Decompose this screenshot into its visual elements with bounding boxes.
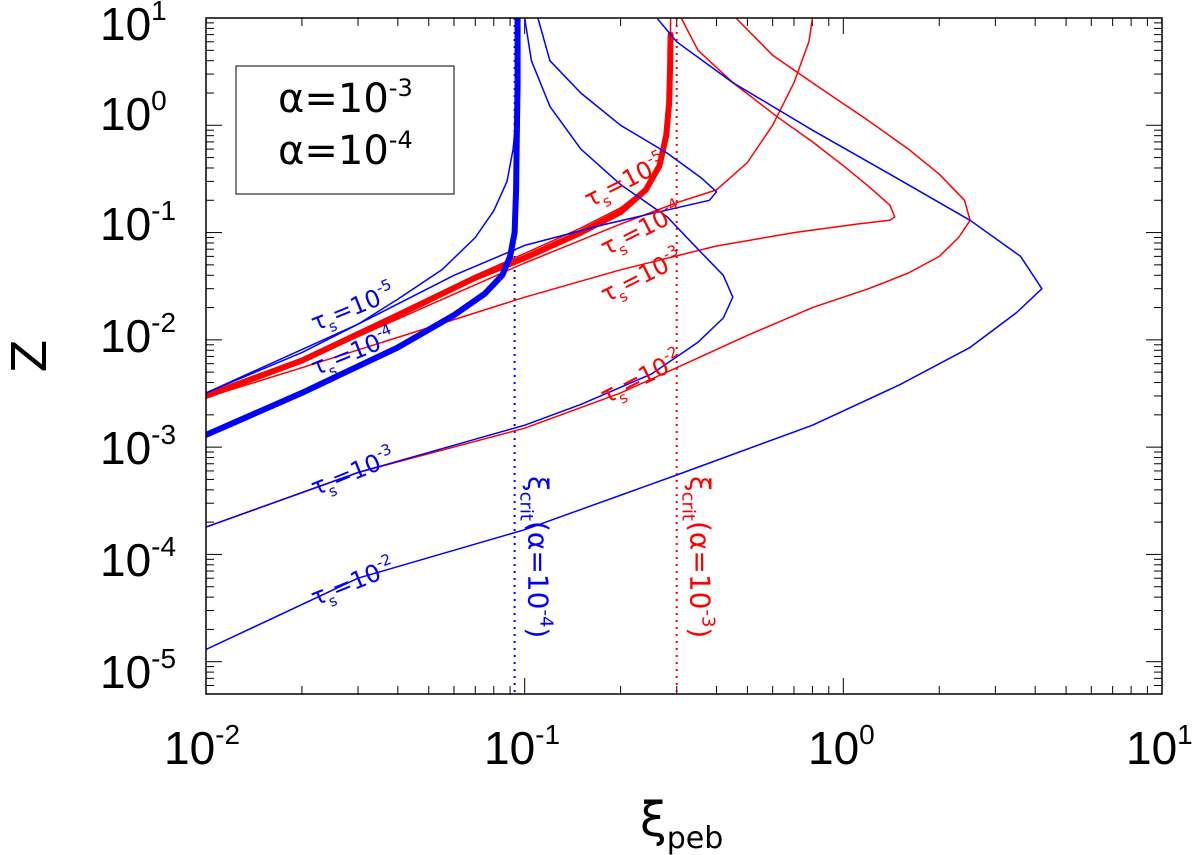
curve-annotations: τs=10-5τs=10-4τs=10-3τs=10-2τs=10-5τs=10…	[306, 146, 690, 616]
x-tick-label-0-base: 10	[164, 722, 215, 774]
legend-box	[235, 65, 455, 195]
x-tick-label-1-base: 10	[484, 722, 535, 774]
x-tick-label-3-base: 10	[1126, 722, 1177, 774]
y-tick-label-3-exp: -2	[151, 307, 176, 338]
critical-label-0-mid: (α=10	[522, 521, 555, 609]
y-tick-label-0: 10-5	[100, 643, 176, 698]
annotation-1-exp: -4	[660, 194, 682, 217]
x-tick-label-2: 100	[808, 719, 875, 774]
x-tick-label-3-exp: 1	[1177, 719, 1193, 750]
x-tick-label-0-exp: -2	[215, 719, 240, 750]
critical-label-0-base: ξ	[522, 476, 555, 492]
y-axis-title: Z	[2, 340, 58, 373]
y-tick-label-1-exp: -4	[151, 531, 176, 562]
y-tick-label-6: 101	[100, 0, 167, 50]
critical-label-0-exp: -4	[536, 609, 557, 627]
series-alpha1e-3-taus1e-4	[206, 18, 814, 397]
x-tick-labels: 10-2 10-1 100 101	[164, 719, 1193, 774]
x-axis-title-sub: peb	[667, 821, 724, 855]
critical-label-0-sub: crit	[516, 492, 537, 521]
plot-frame	[205, 17, 1163, 695]
series-alpha1e-4-taus1e-2	[206, 18, 1043, 651]
x-tick-label-3: 101	[1126, 719, 1193, 774]
y-tick-label-4: 10-1	[100, 195, 176, 250]
y-tick-label-6-base: 10	[100, 0, 151, 50]
annotation-0-exp: -5	[643, 146, 665, 169]
critical-label-1: ξcrit(α=10-3)	[678, 476, 719, 638]
legend: α=10-3 α=10-4	[235, 65, 455, 195]
y-tick-label-1: 10-4	[100, 531, 176, 586]
annotation-4-exp: -5	[373, 275, 394, 297]
x-axis-title-base: ξ	[640, 792, 667, 848]
legend-entry-alpha-1e-3-exp: -3	[389, 74, 413, 102]
critical-label-1-end: )	[684, 627, 717, 638]
y-tick-label-1-base: 10	[100, 534, 151, 586]
critical-label-0-end: )	[522, 627, 555, 638]
y-tick-label-5-exp: 0	[151, 85, 167, 116]
y-tick-label-4-base: 10	[100, 198, 151, 250]
axis-ticks	[205, 18, 1162, 694]
y-tick-label-2-base: 10	[100, 422, 151, 474]
annotation-3: τs=10-2	[595, 342, 690, 414]
y-tick-label-4-exp: -1	[151, 195, 176, 226]
y-tick-label-3: 10-2	[100, 307, 176, 362]
critical-label-1-mid: (α=10	[684, 521, 717, 609]
y-tick-label-5-base: 10	[100, 88, 151, 140]
y-tick-label-2-exp: -3	[151, 419, 176, 450]
x-tick-label-2-exp: 0	[859, 719, 875, 750]
critical-label-1-sub: crit	[678, 492, 699, 521]
annotation-7: τs=10-2	[306, 550, 401, 616]
critical-label-1-exp: -3	[698, 609, 719, 627]
x-tick-label-1: 10-1	[484, 719, 560, 774]
x-tick-label-0: 10-2	[164, 719, 240, 774]
legend-entry-alpha-1e-4-exp: -4	[389, 126, 413, 154]
series-alpha1e-3-taus1e-3	[206, 18, 896, 399]
annotation-5-exp: -4	[373, 320, 394, 342]
y-tick-labels: 10-5 10-4 10-3 10-2 10-1 100 101	[100, 0, 176, 698]
legend-entry-alpha-1e-3-text: α=10	[278, 76, 389, 122]
x-tick-label-1-exp: -1	[535, 719, 560, 750]
series-alpha1e-3-taus1e-2	[206, 18, 971, 528]
critical-labels: ξcrit(α=10-4)ξcrit(α=10-3)	[516, 476, 719, 638]
x-tick-label-2-base: 10	[808, 722, 859, 774]
annotation-2-exp: -3	[660, 241, 682, 264]
series-alpha1e-4-taus1e-3	[206, 18, 734, 528]
critical-label-0: ξcrit(α=10-4)	[516, 476, 557, 638]
legend-entry-alpha-1e-4-text: α=10	[278, 128, 389, 174]
x-axis-title: ξpeb	[640, 792, 723, 855]
series-lines	[206, 18, 1043, 651]
y-tick-label-6-exp: 1	[151, 0, 167, 26]
legend-entry-alpha-1e-3: α=10-3	[278, 74, 413, 122]
legend-entry-alpha-1e-4: α=10-4	[278, 126, 413, 174]
series-alpha1e-4-thick	[206, 18, 521, 438]
y-tick-label-0-base: 10	[100, 646, 151, 698]
annotation-7-exp: -2	[373, 550, 394, 572]
series-alpha1e-3-thick	[206, 31, 674, 399]
y-tick-label-2: 10-3	[100, 419, 176, 474]
series-alpha1e-4-taus1e-4	[206, 18, 718, 394]
critical-label-1-base: ξ	[684, 476, 717, 492]
annotation-6-exp: -3	[373, 440, 394, 462]
annotation-6: τs=10-3	[306, 440, 401, 506]
y-tick-label-5: 100	[100, 85, 167, 140]
y-tick-label-0-exp: -5	[151, 643, 176, 674]
annotation-3-exp: -2	[660, 342, 682, 365]
y-tick-label-3-base: 10	[100, 310, 151, 362]
